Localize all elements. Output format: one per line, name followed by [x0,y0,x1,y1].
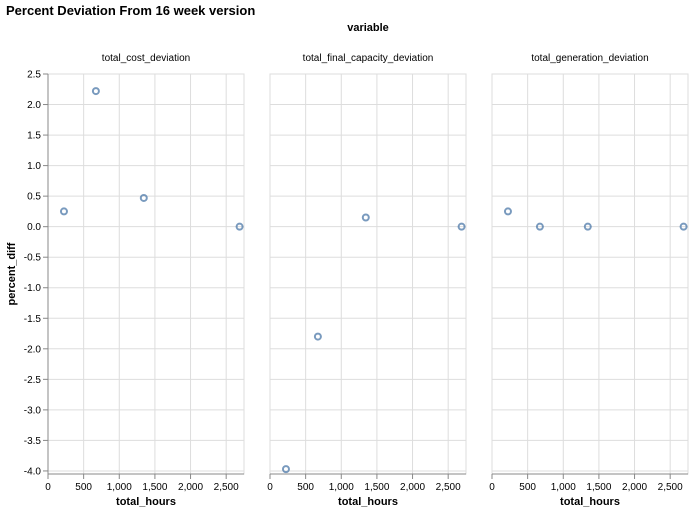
panel-frame [47,73,245,475]
y-axis-title: percent_diff [6,242,18,305]
x-tick-label: 2,500 [658,482,683,493]
x-tick-label: 1,500 [586,482,611,493]
x-tick-label: 1,000 [107,482,132,493]
x-tick-label: 2,000 [400,482,425,493]
data-point [503,207,512,216]
facet-panel: total_generation_deviation 0 500 1,000 1,500… [489,53,689,508]
facet-label: total_cost_deviation [102,53,190,64]
x-tick-label: 1,000 [329,482,354,493]
facet-header-title: variable [347,22,389,34]
x-tick-label: 1,500 [142,482,167,493]
y-tick-label: -4.0 [24,466,42,477]
y-tick-label: -2.5 [24,375,42,386]
x-tick-label: 500 [75,482,92,493]
y-tick-label: 1.0 [27,161,41,172]
data-point [535,222,544,231]
x-tick-label: 0 [45,482,51,493]
x-tick-label: 1,500 [364,482,389,493]
data-point [457,222,466,231]
y-tick-label: 2.5 [27,70,41,81]
x-tick-label: 1,000 [551,482,576,493]
y-tick-label: 2.0 [27,100,41,111]
y-tick-label: -2.0 [24,344,42,355]
x-tick-label: 2,500 [436,482,461,493]
y-tick-label: 0.5 [27,192,41,203]
panel-frame [491,73,689,475]
data-point [679,222,688,231]
data-point [361,213,370,222]
data-point [313,332,322,341]
y-tick-label: 1.5 [27,131,41,142]
y-tick-label: -0.5 [24,253,42,264]
y-tick-label: -3.5 [24,436,42,447]
facet-label: total_final_capacity_deviation [303,53,434,64]
data-point [235,222,244,231]
chart-title: Percent Deviation From 16 week version [6,3,255,18]
y-tick-label: -1.0 [24,283,42,294]
data-point [281,465,290,474]
x-tick-label: 2,500 [214,482,239,493]
data-point [91,87,100,96]
x-tick-label: 500 [519,482,536,493]
x-tick-label: 0 [267,482,273,493]
data-point [583,222,592,231]
x-tick-label: 2,000 [178,482,203,493]
x-axis-title: total_hours [338,496,398,508]
facet-label: total_generation_deviation [531,53,648,64]
x-axis-title: total_hours [560,496,620,508]
facet-panel: total_cost_deviation 0 500 1,000 1,500 2,000 2… [24,53,245,508]
y-tick-label: 0.0 [27,222,41,233]
x-axis-title: total_hours [116,496,176,508]
x-tick-label: 500 [297,482,314,493]
y-tick-label: -1.5 [24,314,42,325]
y-tick-label: -3.0 [24,405,42,416]
x-tick-label: 0 [489,482,495,493]
x-tick-label: 2,000 [622,482,647,493]
facet-panel: total_final_capacity_deviation 0 500 1,000 1… [267,53,467,508]
panel-frame [269,73,467,475]
facet-panels: total_cost_deviation 0 500 1,000 1,500 2,000 2… [24,53,689,508]
data-point [59,207,68,216]
data-point [139,193,148,202]
